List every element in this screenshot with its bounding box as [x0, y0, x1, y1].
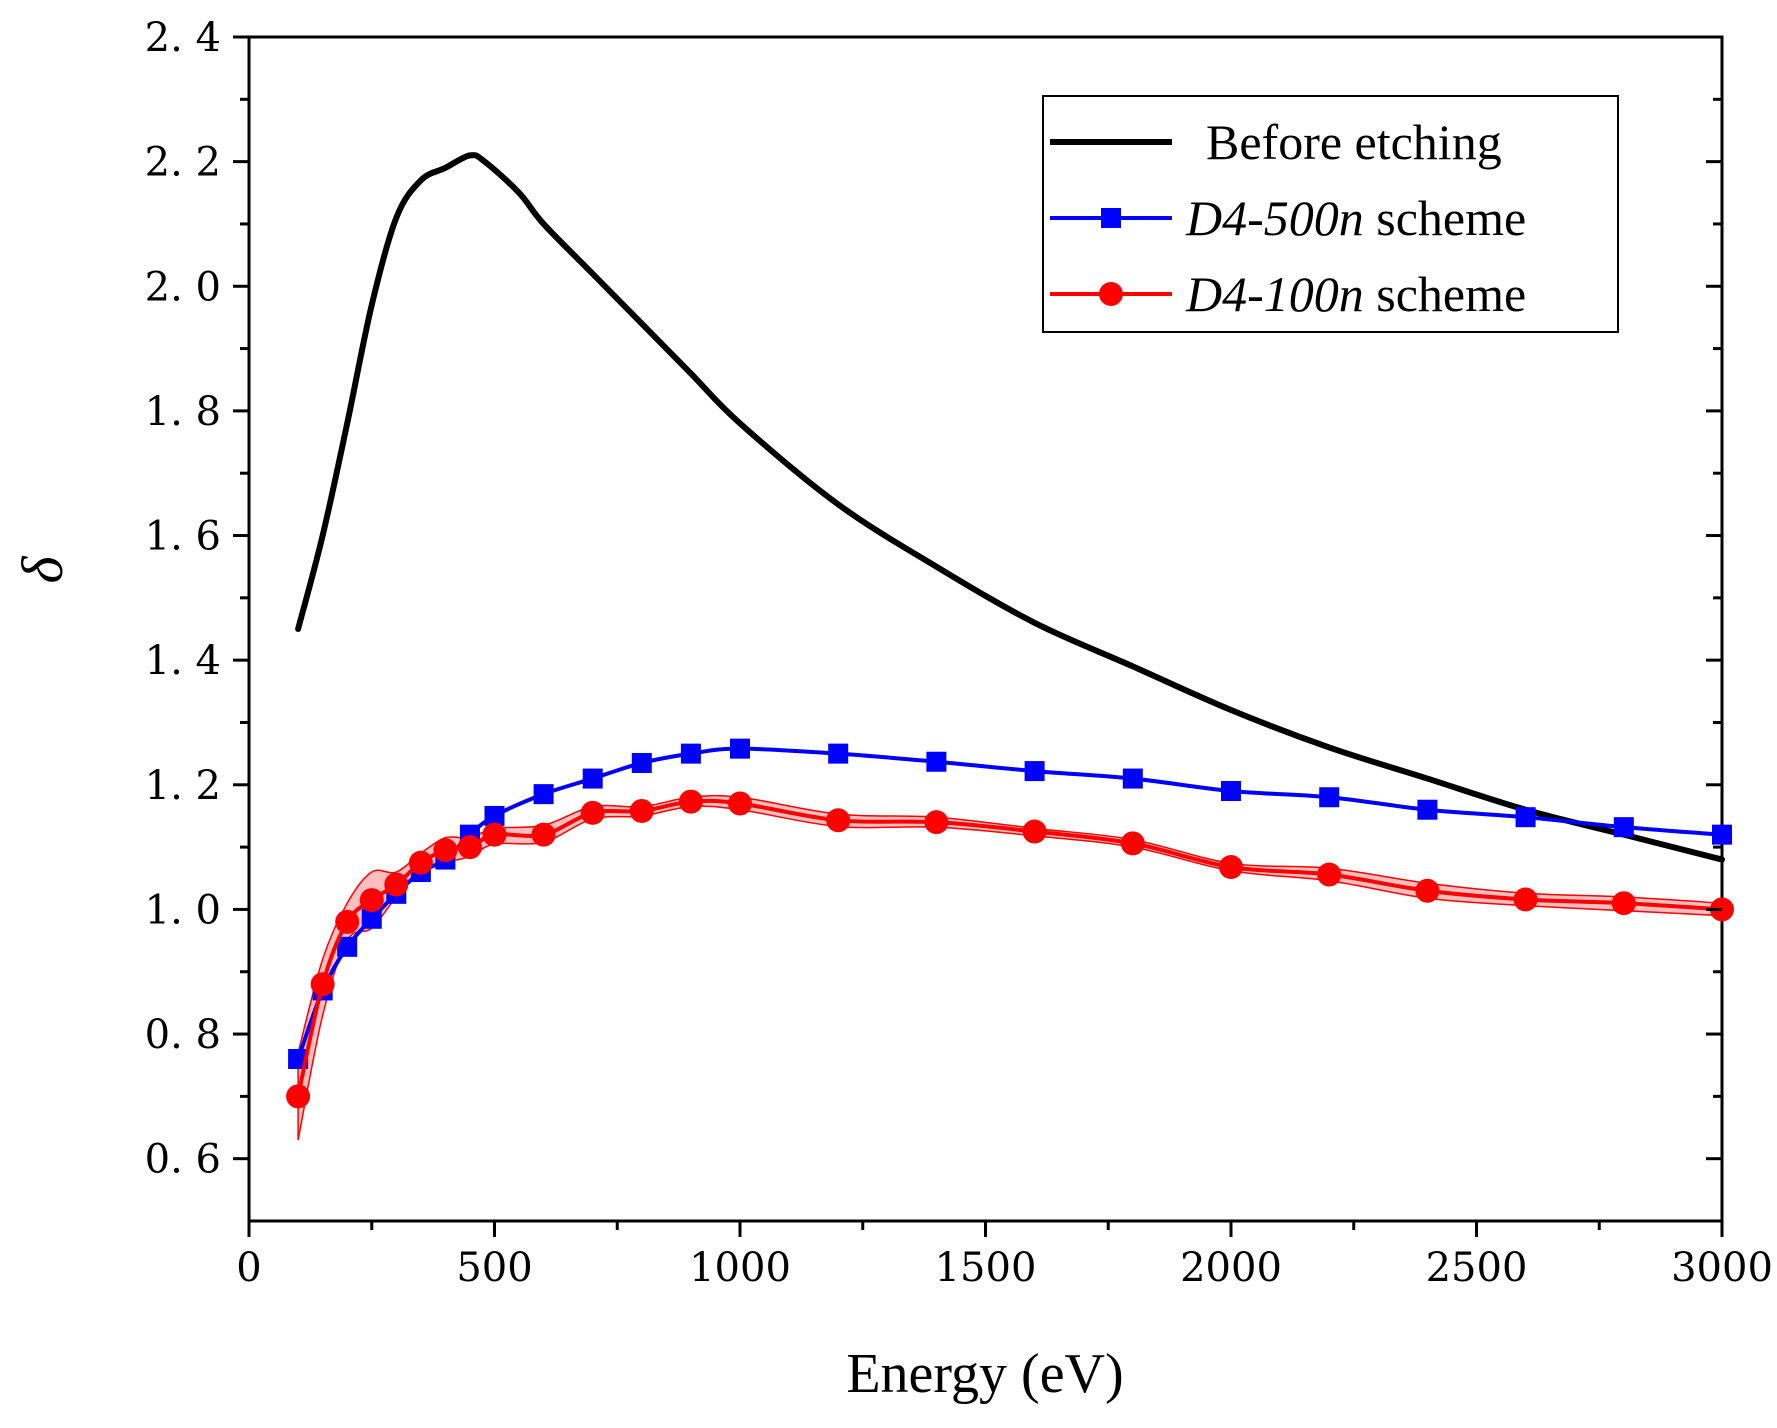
d4-500n-scheme-point [730, 738, 750, 759]
legend-label-italic: D4-500n [1185, 190, 1364, 246]
y-tick-label: 1. 0 [145, 887, 221, 933]
x-tick-label: 2000 [1180, 1245, 1282, 1291]
legend-item-before-etching: Before etching [1050, 114, 1502, 170]
d4-100n-scheme-point [1022, 819, 1047, 844]
d4-500n-scheme-point [1319, 787, 1340, 808]
x-tick-label: 500 [456, 1245, 532, 1291]
d4-100n-scheme-point [1611, 891, 1636, 916]
d4-500n-scheme-point [533, 784, 554, 805]
d4-100n-scheme-point [1219, 855, 1243, 880]
d4-100n-scheme-point [924, 810, 949, 835]
d4-100n-scheme-point [1317, 862, 1342, 887]
d4-500n-scheme-point [680, 743, 701, 764]
y-axis-title: δ [10, 555, 75, 583]
d4-500n-scheme-point [1515, 807, 1536, 828]
legend-item-d4-100n-scheme: D4-100n scheme [1050, 266, 1526, 322]
d4-500n-scheme-point [1417, 799, 1438, 820]
y-tick-label: 1. 8 [145, 389, 221, 435]
d4-500n-scheme-point [828, 743, 849, 764]
y-tick-label: 1. 6 [145, 514, 221, 560]
d4-100n-scheme-point [286, 1084, 311, 1109]
d4-100n-scheme-point [580, 800, 605, 825]
d4-500n-scheme-point [337, 936, 358, 957]
series-layer [286, 152, 1734, 1109]
d4-500n-scheme-point [1024, 761, 1045, 782]
d4-100n-scheme-point [359, 888, 384, 913]
x-tick-label: 1000 [689, 1245, 791, 1291]
legend-label: D4-500n scheme [1185, 190, 1526, 246]
d4-100n-scheme-point [826, 808, 851, 833]
d4-100n-scheme-point [482, 822, 507, 847]
d4-100n-scheme-point [1415, 878, 1440, 903]
y-tick-label: 1. 2 [145, 763, 221, 809]
d4-100n-scheme-point [728, 791, 752, 816]
d4-100n-scheme-point [335, 909, 360, 934]
x-tick-label: 3000 [1671, 1245, 1773, 1291]
y-tick-label: 0. 8 [145, 1012, 221, 1058]
y-tick-label: 2. 2 [145, 140, 221, 186]
before-etching-line [295, 152, 1725, 863]
d4-100n-scheme-point [457, 835, 482, 860]
d4-100n-scheme-point [310, 972, 335, 997]
legend-marker [1101, 208, 1121, 228]
band-layer [297, 794, 1723, 1141]
y-tick-label: 2. 4 [145, 15, 221, 61]
d4-100n-scheme-series [286, 789, 1734, 1109]
legend-marker [1099, 282, 1123, 306]
d4-500n-scheme-point [484, 805, 505, 826]
before-etching-series [295, 152, 1725, 863]
legend-item-d4-500n-scheme: D4-500n scheme [1050, 190, 1526, 246]
x-tick-label: 2500 [1426, 1245, 1528, 1291]
d4-500n-scheme-point [1613, 817, 1634, 838]
d4-100n-scheme-point [384, 872, 409, 897]
d4-500n-scheme-point [361, 908, 382, 929]
legend-label: Before etching [1206, 114, 1502, 170]
d4-500n-scheme-point [1221, 781, 1241, 802]
y-tick-label: 0. 6 [145, 1137, 221, 1183]
d4-500n-scheme-point [926, 751, 947, 772]
legend-label-italic: D4-100n [1185, 266, 1364, 322]
d4-100n-scheme-point [1120, 831, 1145, 856]
y-tick-label: 1. 4 [145, 638, 221, 684]
legend-label-regular: scheme [1364, 266, 1526, 322]
d4-500n-scheme-point [582, 768, 603, 789]
d4-100n-scheme-point [678, 789, 703, 814]
legend-label: D4-100n scheme [1185, 266, 1526, 322]
y-tick-label: 2. 0 [145, 264, 221, 310]
legend-label-regular: scheme [1364, 190, 1526, 246]
d4-100n-scheme-point [433, 838, 458, 863]
legend-label-regular: Before etching [1206, 114, 1502, 170]
d4-100n-scheme-point [629, 798, 654, 823]
d4-500n-scheme-point [1712, 824, 1732, 845]
x-tick-label: 1500 [935, 1245, 1037, 1291]
d4-100n-scheme-point [408, 850, 433, 875]
d4-100n-scheme-band [297, 794, 1723, 1141]
tick-layer: 0 500 1000 1500 2000 2500 3000 0. 6 0. 8 1. 0 1. 2… [145, 15, 1773, 1291]
x-axis-title: Energy (eV) [846, 1343, 1123, 1405]
x-tick-label: 0 [236, 1245, 261, 1291]
d4-500n-scheme-point [1122, 768, 1143, 789]
d4-500n-scheme-point [631, 752, 652, 773]
d4-100n-scheme-line [296, 798, 1724, 1099]
d4-100n-scheme-point [1513, 887, 1538, 912]
d4-100n-scheme-point [531, 822, 556, 847]
